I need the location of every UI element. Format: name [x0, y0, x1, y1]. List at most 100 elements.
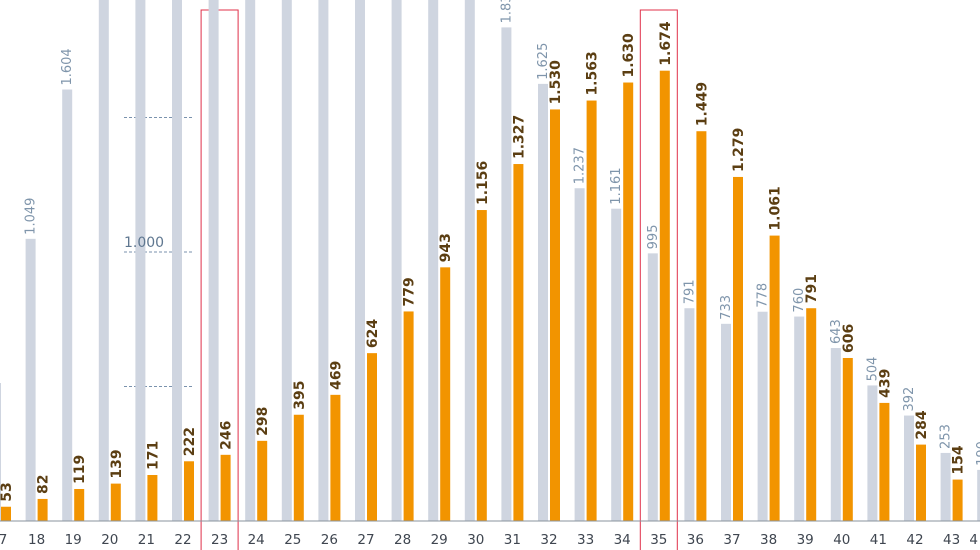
- tick-28: 28: [394, 532, 411, 548]
- bar-prev-31: [501, 27, 512, 521]
- x-tick-labels: 7 18 19 20 21 22 23 24 25 26 27 28 29 30 31 32 33 34 35 36 3…: [0, 532, 978, 548]
- bar-prev-42: [904, 415, 914, 521]
- bar-prev-32: [538, 83, 548, 521]
- label-prev-33: 1.237: [573, 147, 588, 184]
- label-curr-22: 222: [182, 427, 198, 456]
- label-curr-28: 779: [402, 277, 418, 306]
- tick-42: 42: [906, 532, 923, 548]
- label-prev-40: 643: [829, 319, 844, 344]
- label-curr-33: 1.563: [585, 51, 601, 95]
- label-curr-26: 469: [328, 361, 344, 390]
- bar-prev-40: [830, 348, 841, 521]
- label-curr-17: 53: [0, 482, 15, 501]
- bar-curr-30: [476, 210, 487, 521]
- tick-44: 4: [969, 532, 978, 548]
- tick-38: 38: [760, 532, 777, 548]
- bar-prev-33: [574, 188, 585, 521]
- bar-curr-23: [220, 454, 231, 521]
- bar-curr-40: [842, 357, 853, 521]
- bar-curr-22: [184, 461, 194, 521]
- tick-20: 20: [101, 532, 118, 548]
- tick-31: 31: [504, 532, 521, 548]
- bar-prev-28: [391, 0, 402, 521]
- bar-curr-35: [659, 70, 670, 521]
- tick-25: 25: [284, 532, 301, 548]
- label-curr-40: 606: [841, 324, 857, 353]
- label-prev-36: 791: [682, 279, 697, 304]
- label-prev-32: 1.625: [536, 43, 551, 80]
- bar-prev-22: [172, 0, 182, 521]
- highlight-box-35: [639, 9, 678, 550]
- bar-prev-36: [684, 308, 695, 521]
- bar-prev-21: [135, 0, 146, 521]
- bar-curr-32: [550, 109, 560, 522]
- tick-40: 40: [833, 532, 850, 548]
- bar-prev-23: [208, 0, 219, 521]
- label-curr-41: 439: [877, 369, 893, 398]
- bar-prev-39: [794, 316, 805, 521]
- label-curr-20: 139: [109, 449, 125, 478]
- bar-prev-27: [355, 0, 365, 521]
- label-prev-43: 253: [939, 424, 954, 449]
- bar-curr-24: [257, 440, 268, 521]
- tick-41: 41: [870, 532, 887, 548]
- tick-24: 24: [248, 532, 265, 548]
- bar-prev-25: [281, 0, 292, 521]
- tick-29: 29: [431, 532, 448, 548]
- bar-prev-26: [318, 0, 329, 521]
- label-prev-34: 1.161: [609, 167, 624, 204]
- label-curr-38: 1.061: [768, 186, 784, 230]
- label-curr-29: 943: [438, 233, 454, 262]
- tick-22: 22: [174, 532, 191, 548]
- tick-21: 21: [138, 532, 155, 548]
- tick-23: 23: [211, 532, 228, 548]
- tick-19: 19: [65, 532, 82, 548]
- label-curr-23: 246: [219, 421, 235, 450]
- bar-curr-29: [440, 267, 451, 521]
- label-curr-25: 395: [292, 381, 308, 410]
- bar-prev-44: [977, 469, 980, 521]
- tick-33: 33: [577, 532, 594, 548]
- label-prev-39: 760: [792, 288, 807, 313]
- bars: [0, 0, 980, 522]
- bar-prev-37: [721, 323, 731, 521]
- tick-30: 30: [467, 532, 484, 548]
- label-curr-32: 1.530: [548, 60, 564, 105]
- label-prev-19: 1.604: [60, 48, 75, 85]
- label-curr-21: 171: [145, 441, 161, 470]
- bar-prev-29: [428, 0, 439, 521]
- bar-curr-43: [952, 479, 963, 521]
- label-prev-42: 392: [902, 387, 917, 412]
- label-curr-35: 1.674: [658, 21, 674, 66]
- tick-34: 34: [614, 532, 631, 548]
- gridline-label: 1.000: [124, 235, 164, 251]
- tick-17: 7: [0, 532, 7, 548]
- tick-39: 39: [797, 532, 814, 548]
- bar-prev-24: [245, 0, 256, 521]
- bar-prev-30: [464, 0, 475, 521]
- bar-prev-cropped: [0, 383, 1, 521]
- label-curr-39: 791: [804, 274, 820, 303]
- bar-curr-37: [733, 176, 743, 521]
- label-prev-38: 778: [756, 283, 771, 308]
- label-curr-34: 1.630: [621, 33, 637, 78]
- data-labels: 53 1.049 82 1.604 119 139 171 222 246 298 395 469 62…: [0, 0, 980, 502]
- label-prev-35: 995: [646, 225, 661, 250]
- label-curr-43: 154: [951, 445, 967, 474]
- bar-curr-31: [513, 164, 524, 522]
- bar-curr-42: [916, 444, 926, 521]
- label-curr-18: 82: [36, 474, 52, 493]
- bar-prev-19: [62, 89, 73, 522]
- bar-prev-34: [611, 208, 622, 522]
- tick-37: 37: [723, 532, 740, 548]
- tick-26: 26: [321, 532, 338, 548]
- bar-prev-38: [757, 311, 768, 521]
- label-curr-42: 284: [914, 410, 930, 439]
- label-curr-37: 1.279: [731, 128, 747, 172]
- label-curr-19: 119: [72, 455, 88, 484]
- highlight-box-23: [200, 9, 239, 550]
- tick-35: 35: [650, 532, 667, 548]
- label-prev-18: 1.049: [24, 198, 39, 235]
- bar-curr-41: [879, 402, 890, 521]
- label-curr-24: 298: [255, 407, 271, 436]
